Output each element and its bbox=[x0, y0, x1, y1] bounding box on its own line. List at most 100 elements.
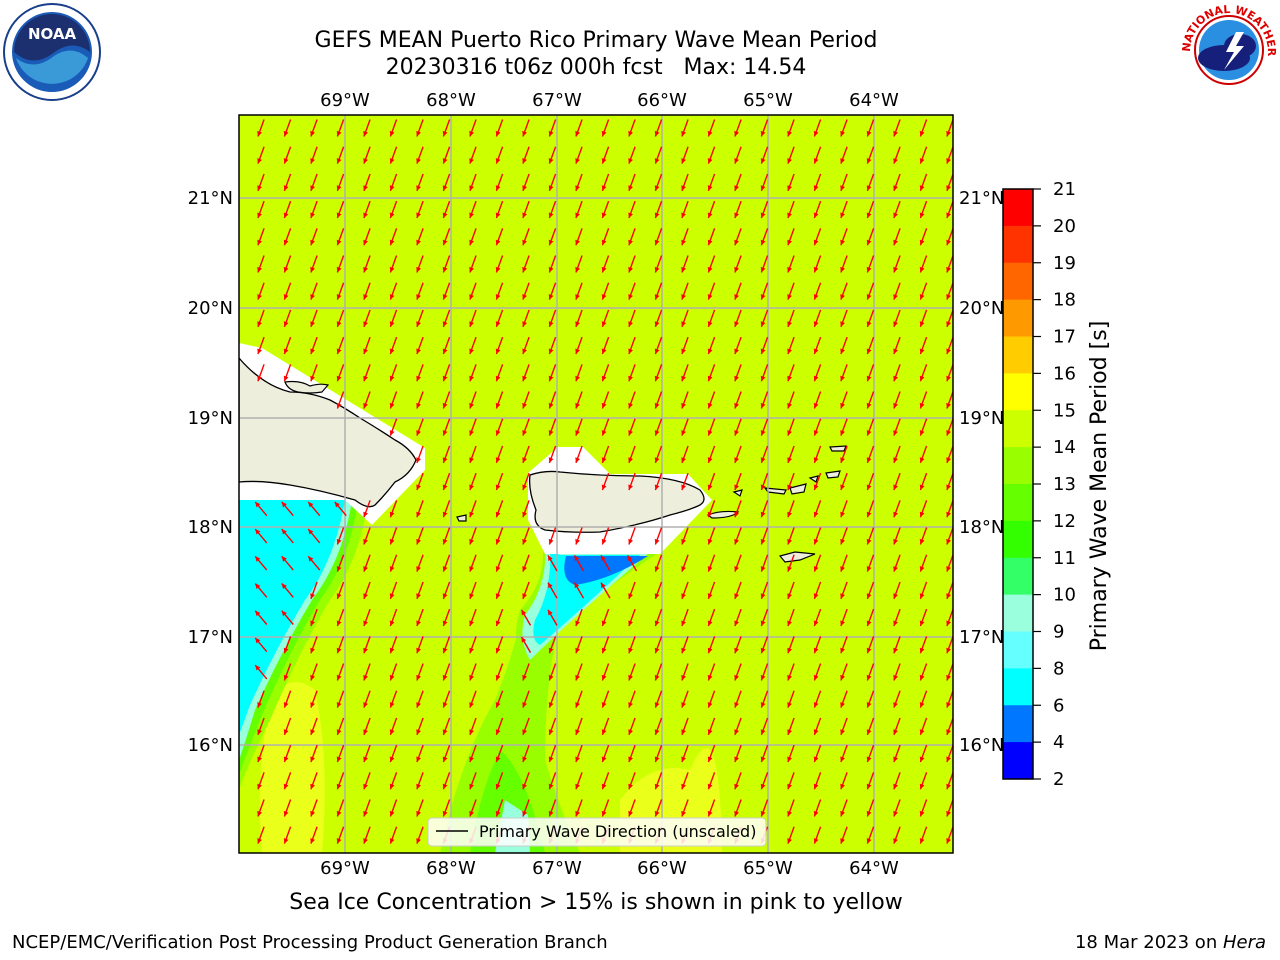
wave-direction-arrowhead bbox=[308, 529, 314, 535]
footer-date: 18 Mar 2023 on Hera bbox=[1075, 932, 1266, 953]
wave-direction-arrowhead bbox=[255, 529, 261, 535]
wave-direction-arrowhead bbox=[813, 729, 819, 735]
wave-direction-arrowhead bbox=[283, 810, 289, 817]
wave-direction-arrowhead bbox=[787, 838, 792, 844]
wave-direction-arrowhead bbox=[946, 130, 951, 137]
wave-direction-arrowhead bbox=[628, 538, 633, 545]
wave-direction-arrowhead bbox=[522, 783, 527, 790]
wave-direction-arrowhead bbox=[548, 555, 553, 561]
wave-direction-arrowhead bbox=[389, 294, 395, 300]
wave-direction-arrowhead bbox=[389, 321, 395, 327]
wave-direction-arrowhead bbox=[866, 484, 872, 491]
wave-direction-arrowhead bbox=[840, 430, 845, 436]
wave-direction-arrowhead bbox=[442, 729, 448, 735]
wave-direction-arrowhead bbox=[283, 321, 289, 327]
colorbar-segment bbox=[1003, 410, 1033, 448]
wave-direction-arrowhead bbox=[628, 212, 633, 219]
period-contour-12-13 bbox=[440, 620, 580, 853]
wave-direction-arrowhead bbox=[760, 430, 766, 436]
wave-direction-arrowhead bbox=[601, 555, 606, 561]
wave-direction-arrowhead bbox=[734, 239, 739, 246]
wave-direction-arrowhead bbox=[283, 294, 289, 300]
wave-direction-arrowhead bbox=[416, 402, 421, 409]
wave-direction-arrowhead bbox=[389, 647, 395, 654]
wave-direction-arrowhead bbox=[281, 529, 287, 535]
wave-direction-arrowhead bbox=[495, 484, 501, 491]
wave-direction-arrowhead bbox=[495, 756, 501, 763]
wave-direction-arrowhead bbox=[336, 321, 342, 327]
wave-direction-arrowhead bbox=[893, 538, 898, 545]
wave-direction-arrowhead bbox=[495, 566, 501, 572]
wave-direction-arrowhead bbox=[416, 593, 421, 599]
wave-direction-arrowhead bbox=[654, 212, 660, 219]
culebra-island bbox=[732, 489, 743, 497]
wave-direction-arrowhead bbox=[548, 158, 554, 164]
lat-tick-left: 20°N bbox=[188, 298, 233, 319]
wave-direction-arrowhead bbox=[575, 348, 580, 355]
wave-direction-arrowhead bbox=[310, 239, 315, 246]
anegada-island bbox=[829, 445, 847, 452]
wave-direction-arrowhead bbox=[363, 402, 368, 409]
wave-direction-arrowhead bbox=[760, 348, 766, 355]
wave-direction-arrowhead bbox=[866, 348, 872, 355]
colorbar-tick-label: 19 bbox=[1053, 253, 1076, 274]
wave-direction-arrowhead bbox=[893, 239, 898, 246]
wave-direction-arrowhead bbox=[522, 810, 527, 817]
wave-direction-arrowhead bbox=[919, 402, 925, 409]
wave-direction-arrowhead bbox=[840, 348, 845, 355]
wave-direction-arrowhead bbox=[628, 375, 633, 382]
wave-direction-arrowhead bbox=[946, 810, 951, 817]
wave-direction-arrowhead bbox=[840, 130, 845, 137]
wave-direction-arrowhead bbox=[336, 375, 342, 382]
wave-direction-arrowhead bbox=[734, 620, 739, 627]
wave-direction-arrowhead bbox=[469, 430, 474, 436]
wave-direction-arrowhead bbox=[548, 756, 554, 763]
colorbar-segment bbox=[1003, 447, 1033, 485]
wave-direction-arrowhead bbox=[654, 538, 660, 545]
wave-direction-arrowhead bbox=[866, 402, 872, 409]
wave-direction-arrowhead bbox=[416, 566, 421, 572]
wave-direction-arrowhead bbox=[840, 212, 845, 219]
wave-direction-arrowhead bbox=[628, 430, 633, 436]
wave-direction-arrowhead bbox=[654, 375, 660, 382]
colorbar-tick-label: 9 bbox=[1053, 622, 1064, 643]
colorbar-tick-label: 20 bbox=[1053, 216, 1076, 237]
wave-direction-arrowhead bbox=[575, 294, 580, 300]
wave-direction-arrowhead bbox=[283, 185, 289, 191]
wave-direction-arrowhead bbox=[442, 348, 448, 355]
wave-direction-arrowhead bbox=[522, 239, 527, 246]
wave-direction-arrowhead bbox=[283, 783, 289, 790]
wave-direction-arrowhead bbox=[416, 702, 421, 708]
wave-direction-arrowhead bbox=[893, 484, 898, 491]
wave-direction-arrowhead bbox=[601, 130, 607, 137]
wave-direction-arrowhead bbox=[760, 810, 766, 817]
wave-direction-arrowhead bbox=[363, 620, 368, 627]
wave-direction-arrowhead bbox=[893, 266, 898, 273]
colorbar-segment bbox=[1003, 262, 1033, 301]
lon-tick-bottom: 68°W bbox=[426, 858, 476, 879]
wave-direction-arrowhead bbox=[787, 566, 792, 572]
lon-tick-top: 68°W bbox=[426, 90, 476, 111]
wave-direction-arrowhead bbox=[628, 294, 633, 300]
wave-direction-arrowhead bbox=[681, 266, 686, 273]
wave-direction-arrowhead bbox=[442, 511, 448, 518]
wave-direction-arrowhead bbox=[469, 729, 474, 735]
wave-direction-arrowhead bbox=[787, 294, 792, 300]
wave-direction-arrowhead bbox=[601, 674, 607, 681]
wave-direction-arrowhead bbox=[893, 430, 898, 436]
wave-direction-arrowhead bbox=[442, 158, 448, 164]
wave-direction-arrowhead bbox=[893, 375, 898, 382]
wave-direction-arrowhead bbox=[257, 756, 262, 763]
lon-tick-bottom: 65°W bbox=[743, 858, 793, 879]
wave-direction-arrowhead bbox=[760, 239, 766, 246]
wave-direction-arrowhead bbox=[469, 212, 474, 219]
wave-direction-arrowhead bbox=[654, 756, 660, 763]
wave-direction-arrowhead bbox=[363, 375, 368, 382]
virgin-island bbox=[763, 487, 787, 495]
wave-direction-arrowhead bbox=[813, 239, 819, 246]
wave-direction-arrowhead bbox=[363, 266, 368, 273]
wave-direction-arrowhead bbox=[840, 620, 845, 627]
wave-direction-arrowhead bbox=[946, 729, 951, 735]
wave-direction-arrowhead bbox=[840, 593, 845, 599]
wave-direction-arrowhead bbox=[813, 511, 819, 518]
